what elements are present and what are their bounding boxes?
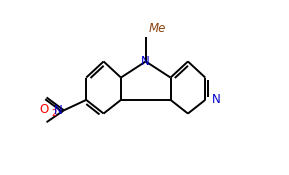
Text: O: O <box>39 103 49 116</box>
Text: Me: Me <box>149 22 166 35</box>
Text: N: N <box>212 93 221 106</box>
Text: N: N <box>54 104 63 117</box>
Text: 2: 2 <box>51 109 56 118</box>
Text: N: N <box>141 55 150 68</box>
